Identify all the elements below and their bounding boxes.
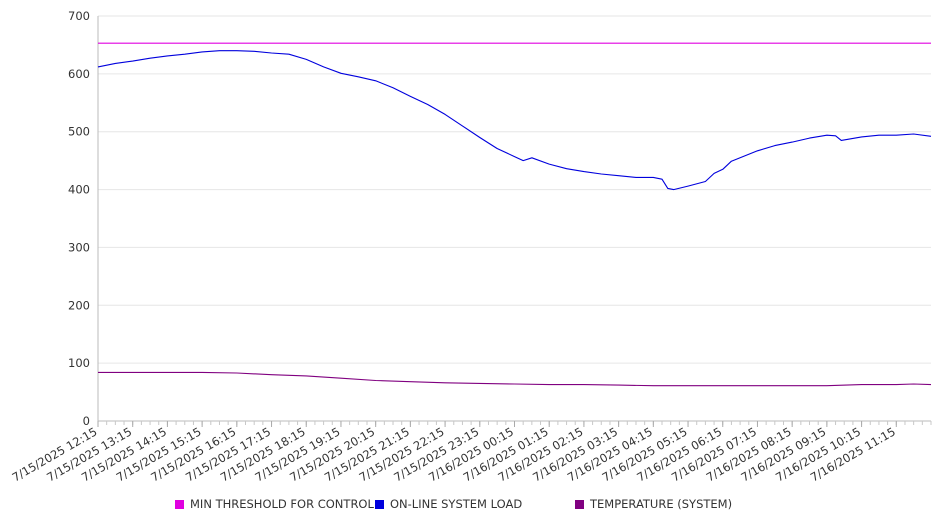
legend-label-system-load: ON-LINE SYSTEM LOAD [390, 497, 523, 511]
series-line-system-load [97, 50, 932, 191]
series-lines [97, 42, 932, 387]
legend-item-system-load[interactable]: ON-LINE SYSTEM LOAD [375, 497, 522, 511]
legend-label-temperature: TEMPERATURE (SYSTEM) [590, 497, 733, 511]
y-tick-label: 400 [68, 183, 90, 197]
y-axis: 0 100 200 300 400 500 600 700 [68, 9, 99, 428]
legend-label-threshold: MIN THRESHOLD FOR CONTROL [190, 497, 374, 511]
y-tick-label: 0 [83, 414, 90, 428]
x-axis: 7/15/2025 12:157/15/2025 13:157/15/2025 … [10, 420, 932, 484]
y-tick-label: 700 [68, 9, 90, 23]
legend-swatch-threshold [175, 499, 184, 509]
series-line-temperature [98, 371, 932, 387]
grid-lines [98, 15, 931, 364]
legend-swatch-temperature [575, 499, 584, 509]
y-tick-label: 500 [68, 125, 90, 139]
legend-item-temperature[interactable]: TEMPERATURE (SYSTEM) [575, 497, 732, 511]
legend-swatch-system-load [375, 499, 384, 509]
y-tick-label: 300 [68, 240, 90, 254]
y-tick-label: 100 [68, 356, 90, 370]
y-tick-label: 200 [68, 298, 90, 312]
legend: MIN THRESHOLD FOR CONTROL ON-LINE SYSTEM… [0, 497, 946, 515]
y-tick-label: 600 [68, 67, 90, 81]
legend-item-threshold[interactable]: MIN THRESHOLD FOR CONTROL [175, 497, 374, 511]
